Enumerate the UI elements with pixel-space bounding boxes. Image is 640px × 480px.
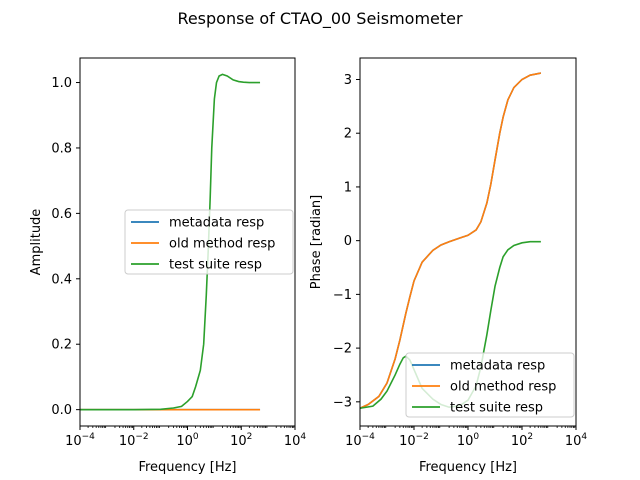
x-axis-label: Frequency [Hz] bbox=[138, 460, 236, 475]
chart-panel-1: 10−4 10−2 100 102 104 0.0 0.2 0.4 0.6 0.8 1.0 Frequ… bbox=[29, 57, 307, 475]
chart-panel-2: 10−4 10−2 100 102 104 −3 −2 −1 0 1 2 3 Frequency [Hz… bbox=[309, 57, 588, 475]
x-tick-label: 10−4 bbox=[65, 432, 95, 449]
legend-entry: old method resp bbox=[450, 380, 556, 395]
x-tick-label: 104 bbox=[565, 432, 588, 449]
legend-entry: test suite resp bbox=[169, 258, 262, 273]
legend: metadata resp old method resp test suite r… bbox=[405, 352, 575, 418]
legend-box bbox=[405, 352, 575, 418]
y-tick-label: 3 bbox=[344, 73, 352, 88]
legend-box bbox=[124, 209, 294, 275]
x-tick-label: 100 bbox=[457, 432, 480, 449]
y-tick-label: 1 bbox=[344, 180, 352, 195]
x-tick-label: 102 bbox=[511, 432, 533, 449]
legend-entry: metadata resp bbox=[450, 359, 545, 374]
x-tick-label: 10−2 bbox=[119, 432, 149, 449]
legend: metadata resp old method resp test suite r… bbox=[124, 209, 294, 275]
y-axis-label: Phase [radian] bbox=[309, 195, 324, 289]
x-tick-label: 104 bbox=[284, 432, 307, 449]
y-tick-label: 0.2 bbox=[51, 338, 72, 353]
x-tick-label: 102 bbox=[230, 432, 252, 449]
x-tick-label: 100 bbox=[176, 432, 199, 449]
legend-entry: metadata resp bbox=[169, 216, 264, 231]
y-tick-label: 2 bbox=[344, 127, 352, 142]
y-tick-label: 0.6 bbox=[51, 207, 72, 222]
y-tick-label: 1.0 bbox=[51, 76, 72, 91]
series-line-old-method-resp bbox=[359, 72, 542, 409]
y-tick-label: −3 bbox=[333, 395, 352, 410]
y-tick-label: 0.8 bbox=[51, 141, 72, 156]
y-tick-label: 0.0 bbox=[51, 403, 72, 418]
legend-entry: old method resp bbox=[169, 237, 275, 252]
legend-entry: test suite resp bbox=[450, 401, 543, 416]
y-tick-label: −1 bbox=[333, 288, 352, 303]
y-axis-label: Amplitude bbox=[29, 209, 44, 276]
x-axis-label: Frequency [Hz] bbox=[419, 460, 517, 475]
x-tick-label: 10−2 bbox=[399, 432, 429, 449]
figure-title: Response of CTAO_00 Seismometer bbox=[177, 9, 463, 29]
y-tick-label: 0.4 bbox=[51, 272, 72, 287]
x-tick-label: 10−4 bbox=[345, 432, 375, 449]
y-tick-label: −2 bbox=[333, 342, 352, 357]
y-tick-label: 0 bbox=[344, 234, 352, 249]
